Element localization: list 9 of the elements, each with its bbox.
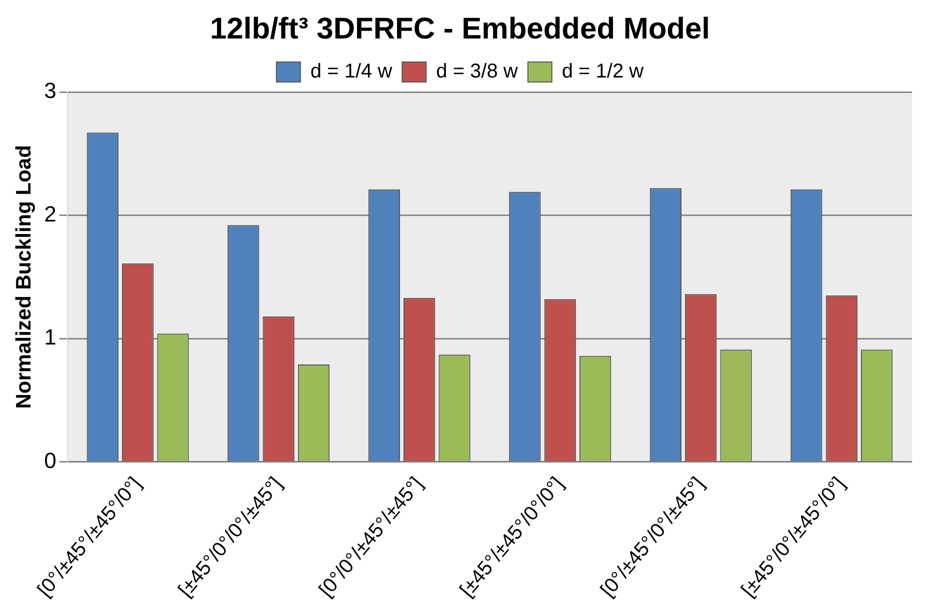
y-tick-label: 3 (44, 78, 56, 104)
y-axis-title: Normalized Buckling Load (12, 145, 36, 409)
y-tick-label: 1 (44, 324, 56, 350)
legend-label: d = 1/4 w (310, 60, 393, 83)
legend-label: d = 3/8 w (436, 60, 518, 83)
y-tick-label: 0 (44, 448, 56, 473)
legend-label: d = 1/2 w (562, 60, 644, 83)
y-tick-label: 2 (44, 201, 56, 226)
chart-title: 12lb/ft³ 3DFRFC - Embedded Model (210, 12, 710, 46)
